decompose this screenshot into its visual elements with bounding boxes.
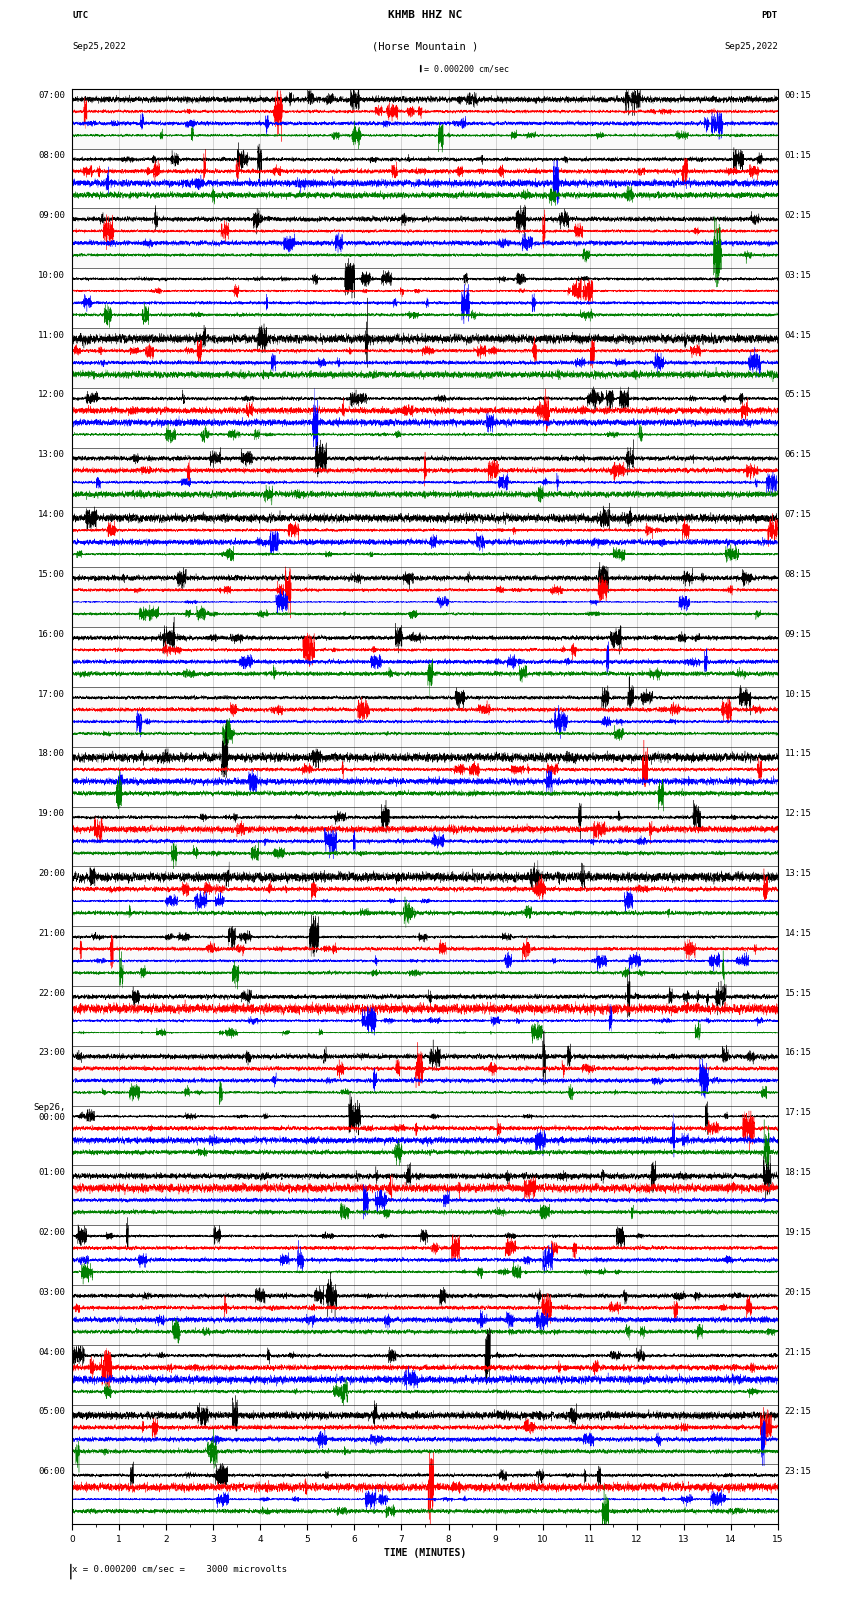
Bar [72, 568, 778, 627]
Bar [72, 926, 778, 986]
Text: 17:15: 17:15 [785, 1108, 812, 1118]
Text: 23:00: 23:00 [38, 1048, 65, 1058]
Text: 08:15: 08:15 [785, 569, 812, 579]
Text: 13:15: 13:15 [785, 869, 812, 877]
Text: 14:00: 14:00 [38, 510, 65, 519]
Text: 06:15: 06:15 [785, 450, 812, 460]
Text: 00:15: 00:15 [785, 92, 812, 100]
Text: 15:15: 15:15 [785, 989, 812, 997]
Bar [72, 268, 778, 327]
X-axis label: TIME (MINUTES): TIME (MINUTES) [384, 1548, 466, 1558]
Bar [72, 148, 778, 208]
Text: = 0.000200 cm/sec: = 0.000200 cm/sec [423, 65, 508, 73]
Bar [72, 806, 778, 866]
Text: 04:00: 04:00 [38, 1347, 65, 1357]
Bar [72, 1465, 778, 1524]
Bar [72, 986, 778, 1045]
Text: 15:00: 15:00 [38, 569, 65, 579]
Text: 16:15: 16:15 [785, 1048, 812, 1058]
Bar [72, 1105, 778, 1165]
Text: 23:15: 23:15 [785, 1468, 812, 1476]
Text: 03:00: 03:00 [38, 1287, 65, 1297]
Text: 01:00: 01:00 [38, 1168, 65, 1177]
Text: 02:15: 02:15 [785, 211, 812, 219]
Bar [72, 89, 778, 148]
Text: 19:00: 19:00 [38, 810, 65, 818]
Text: 07:15: 07:15 [785, 510, 812, 519]
Text: (Horse Mountain ): (Horse Mountain ) [371, 42, 478, 52]
Text: Sep26,
00:00: Sep26, 00:00 [33, 1103, 65, 1123]
Bar [72, 627, 778, 687]
Text: 12:00: 12:00 [38, 390, 65, 400]
Bar [72, 387, 778, 448]
Text: 20:00: 20:00 [38, 869, 65, 877]
Text: 10:00: 10:00 [38, 271, 65, 279]
Text: 18:00: 18:00 [38, 750, 65, 758]
Text: 09:00: 09:00 [38, 211, 65, 219]
Bar [72, 508, 778, 568]
Text: 17:00: 17:00 [38, 689, 65, 698]
Text: 02:00: 02:00 [38, 1227, 65, 1237]
Text: 08:00: 08:00 [38, 152, 65, 160]
Bar [72, 1226, 778, 1286]
Text: 21:15: 21:15 [785, 1347, 812, 1357]
Text: 21:00: 21:00 [38, 929, 65, 937]
Bar [72, 747, 778, 806]
Text: 06:00: 06:00 [38, 1468, 65, 1476]
Bar [72, 1405, 778, 1465]
Text: 09:15: 09:15 [785, 629, 812, 639]
Bar [72, 1165, 778, 1226]
Bar [72, 687, 778, 747]
Bar [72, 1045, 778, 1105]
Text: UTC: UTC [72, 11, 88, 19]
Text: 18:15: 18:15 [785, 1168, 812, 1177]
Text: 22:15: 22:15 [785, 1407, 812, 1416]
Bar [72, 327, 778, 387]
Bar [72, 448, 778, 508]
Text: 07:00: 07:00 [38, 92, 65, 100]
Text: 19:15: 19:15 [785, 1227, 812, 1237]
Bar [72, 208, 778, 268]
Text: 05:15: 05:15 [785, 390, 812, 400]
Text: 14:15: 14:15 [785, 929, 812, 937]
Text: 16:00: 16:00 [38, 629, 65, 639]
Text: 11:15: 11:15 [785, 750, 812, 758]
Text: KHMB HHZ NC: KHMB HHZ NC [388, 10, 462, 19]
Text: Sep25,2022: Sep25,2022 [724, 42, 778, 52]
Text: PDT: PDT [762, 11, 778, 19]
Bar [72, 1286, 778, 1345]
Text: Sep25,2022: Sep25,2022 [72, 42, 126, 52]
Text: 01:15: 01:15 [785, 152, 812, 160]
Text: 13:00: 13:00 [38, 450, 65, 460]
Text: 22:00: 22:00 [38, 989, 65, 997]
Text: 03:15: 03:15 [785, 271, 812, 279]
Text: 20:15: 20:15 [785, 1287, 812, 1297]
Text: 05:00: 05:00 [38, 1407, 65, 1416]
Bar [72, 1345, 778, 1405]
Bar [72, 866, 778, 926]
Text: 10:15: 10:15 [785, 689, 812, 698]
Text: 04:15: 04:15 [785, 331, 812, 340]
Text: 11:00: 11:00 [38, 331, 65, 340]
Text: x = 0.000200 cm/sec =    3000 microvolts: x = 0.000200 cm/sec = 3000 microvolts [72, 1565, 287, 1573]
Text: 12:15: 12:15 [785, 810, 812, 818]
